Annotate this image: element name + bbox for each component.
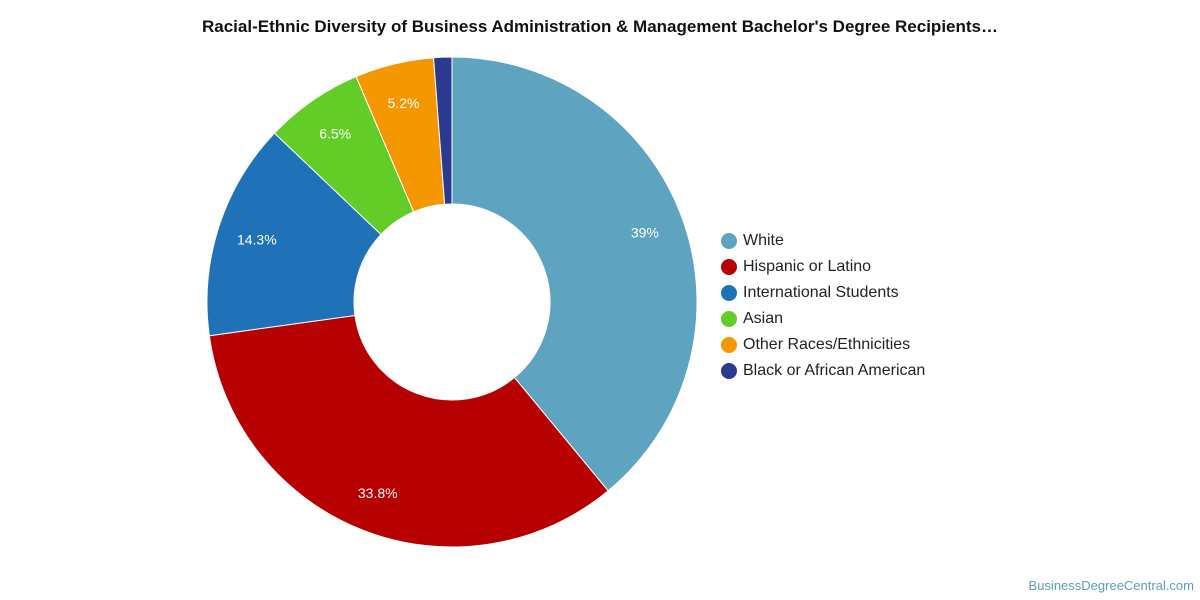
slice-label-white: 39%: [631, 225, 659, 241]
slice-label-asian: 6.5%: [319, 126, 351, 142]
legend-item-white[interactable]: White: [721, 228, 925, 254]
slice-black-or-african-american: [433, 56, 453, 205]
legend-item-asian[interactable]: Asian: [721, 306, 925, 332]
legend-label: White: [743, 232, 784, 249]
slice-hispanic-or-latino: [208, 314, 609, 548]
slice-white: [451, 56, 698, 492]
legend-swatch: [721, 285, 737, 301]
legend-swatch: [721, 259, 737, 275]
slice-label-hispanic-or-latino: 33.8%: [358, 485, 398, 501]
watermark: BusinessDegreeCentral.com: [1028, 578, 1194, 593]
legend-label: Other Races/Ethnicities: [743, 336, 911, 353]
chart-legend: White Hispanic or Latino International Stu…: [721, 228, 925, 384]
legend-item-hispanic-or-latino[interactable]: Hispanic or Latino: [721, 254, 925, 280]
slice-label-international-students: 14.3%: [237, 231, 277, 247]
legend-swatch: [721, 363, 737, 379]
slice-label-other-races-ethnicities: 5.2%: [388, 95, 420, 111]
legend-item-international-students[interactable]: International Students: [721, 280, 925, 306]
legend-swatch: [721, 337, 737, 353]
legend-label: Asian: [743, 310, 784, 327]
legend-label: Hispanic or Latino: [743, 258, 872, 275]
slice-international-students: [206, 132, 382, 337]
legend-item-black-or-african-american[interactable]: Black or African American: [721, 358, 925, 384]
chart-title: Racial-Ethnic Diversity of Business Admi…: [201, 17, 998, 36]
legend-item-other-races-ethnicities[interactable]: Other Races/Ethnicities: [721, 332, 925, 358]
legend-swatch: [721, 311, 737, 327]
legend-label: International Students: [743, 284, 899, 301]
legend-label: Black or African American: [743, 362, 926, 379]
legend-swatch: [721, 233, 737, 249]
